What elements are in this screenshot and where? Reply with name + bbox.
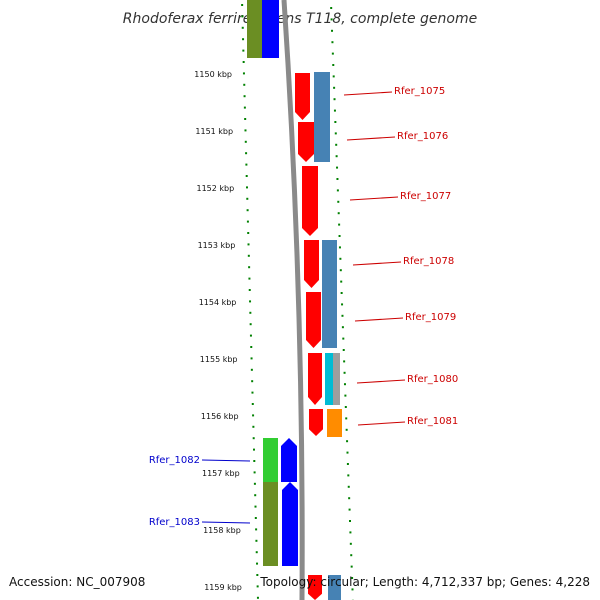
cds-arrow[interactable] [298, 122, 314, 162]
cog-block [263, 438, 278, 482]
cog-block [322, 240, 337, 348]
cog-block [333, 353, 340, 405]
genome-backbone [281, 0, 305, 600]
accession-text: Accession: NC_007908 [9, 575, 145, 589]
cds-arrow[interactable] [308, 575, 322, 600]
gene-leader-line [201, 459, 251, 462]
kbp-tick-label: 1154 kbp [199, 298, 237, 307]
gene-label-rfer_1081[interactable]: Rfer_1081 [407, 416, 458, 427]
cds-arrow[interactable] [304, 240, 319, 288]
kbp-tick-label: 1152 kbp [196, 184, 234, 193]
cog-block [314, 72, 330, 162]
cog-block [325, 353, 333, 405]
cds-arrow[interactable] [302, 166, 318, 236]
gene-leader-line [352, 261, 402, 266]
cds-block [262, 0, 279, 58]
kbp-tick-label: 1150 kbp [194, 70, 232, 79]
cog-block [327, 409, 342, 437]
cds-arrow[interactable] [308, 353, 322, 405]
gene-label-rfer_1080[interactable]: Rfer_1080 [407, 374, 458, 385]
kbp-tick-label: 1158 kbp [203, 526, 241, 535]
gene-leader-line [356, 379, 406, 384]
gene-label-rfer_1076[interactable]: Rfer_1076 [397, 131, 448, 142]
gene-label-rfer_1082[interactable]: Rfer_1082 [149, 455, 200, 466]
kbp-tick-label: 1156 kbp [201, 412, 239, 421]
gene-label-rfer_1079[interactable]: Rfer_1079 [405, 312, 456, 323]
kbp-tick-label: 1159 kbp [204, 583, 242, 592]
genome-summary-text: Topology: circular; Length: 4,712,337 bp… [259, 575, 590, 589]
cds-arrow[interactable] [282, 482, 298, 566]
gene-label-rfer_1077[interactable]: Rfer_1077 [400, 191, 451, 202]
kbp-tick-label: 1157 kbp [202, 469, 240, 478]
cds-arrow[interactable] [309, 409, 323, 436]
gene-leader-line [357, 421, 406, 426]
gene-label-rfer_1078[interactable]: Rfer_1078 [403, 256, 454, 267]
gene-label-rfer_1083[interactable]: Rfer_1083 [149, 517, 200, 528]
map-title: Rhodoferax ferrireducens T118, complete … [123, 11, 477, 27]
gene-label-rfer_1075[interactable]: Rfer_1075 [394, 86, 445, 97]
cds-arrow[interactable] [295, 73, 310, 120]
gene-leader-line [354, 317, 404, 322]
kbp-tick-label: 1153 kbp [198, 241, 236, 250]
gene-leader-line [346, 136, 396, 141]
cds-arrow[interactable] [306, 292, 321, 348]
cog-block [263, 482, 278, 566]
cog-block [328, 575, 341, 600]
kbp-tick-label: 1151 kbp [195, 127, 233, 136]
gene-leader-line [201, 521, 251, 524]
kbp-tick-label: 1155 kbp [200, 355, 238, 364]
gene-leader-line [349, 196, 399, 201]
gene-leader-line [343, 91, 393, 96]
cds-arrow[interactable] [281, 438, 297, 482]
cog-block [247, 0, 262, 58]
